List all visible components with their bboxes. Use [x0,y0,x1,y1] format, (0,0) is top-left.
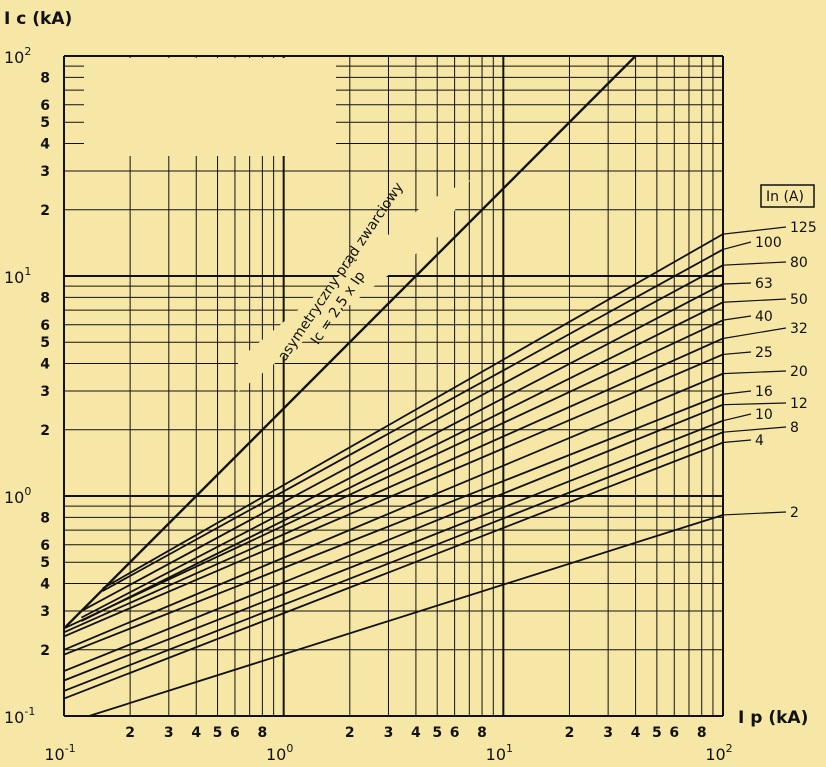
x-tick-minor: 8 [697,725,707,741]
y-tick-minor: 6 [40,98,50,114]
leader-line-125 [722,226,787,235]
annotation-background [238,180,470,392]
x-tick-minor: 6 [450,725,460,741]
series-line-50 [80,301,724,622]
x-tick-minor: 3 [603,725,613,741]
x-tick-minor: 8 [258,725,268,741]
legend-label-63: 63 [755,276,773,292]
series-line-20 [63,372,724,651]
series-line-2 [88,514,724,717]
x-tick-minor: 4 [191,725,201,741]
x-tick-minor: 6 [669,725,679,741]
series-line-4 [63,441,724,700]
leader-line-80 [722,261,787,266]
leader-line-40 [722,315,752,321]
series-line-12 [63,403,724,672]
legend-label-20: 20 [790,364,808,380]
x-tick-minor: 4 [631,725,641,741]
legend-label-16: 16 [755,384,773,400]
leader-line-8 [722,426,787,433]
leader-line-20 [722,370,787,375]
leader-line-100 [722,241,752,251]
asymmetric-line [63,55,637,630]
y-tick-minor: 4 [40,137,50,153]
x-tick-minor: 2 [345,725,355,741]
leader-line-25 [722,351,752,356]
legend-label-25: 25 [755,345,773,361]
series-line-32 [63,337,724,634]
blank-region [84,58,336,156]
x-tick-minor: 5 [213,725,223,741]
y-tick-minor: 8 [40,290,50,306]
leader-line-16 [722,390,752,395]
series-lines [63,55,787,717]
leader-line-10 [722,413,752,422]
x-tick-minor: 5 [652,725,662,741]
legend-label-12: 12 [790,396,808,412]
legend-label-100: 100 [755,235,782,251]
y-tick-minor: 6 [40,538,50,554]
x-tick-minor: 5 [432,725,442,741]
y-tick-minor: 4 [40,577,50,593]
y-tick-minor: 6 [40,318,50,334]
legend-label-125: 125 [790,220,817,236]
x-tick-minor: 6 [230,725,240,741]
leader-line-50 [722,298,787,303]
legend-label-8: 8 [790,420,799,436]
legend-label-4: 4 [755,433,764,449]
y-tick-minor: 5 [40,555,50,571]
leader-line-63 [722,282,752,285]
series-line-8 [63,431,724,692]
legend-label-10: 10 [755,407,773,423]
y-tick-minor: 2 [40,643,50,659]
leader-line-2 [722,511,787,516]
y-tick-minor: 3 [40,384,50,400]
x-tick-minor: 2 [565,725,575,741]
x-tick-minor: 4 [411,725,421,741]
series-line-80 [80,264,724,612]
series-line-40 [63,319,724,630]
y-axis-title: I c (kA) [4,9,72,29]
leader-line-12 [722,402,787,406]
x-tick-minor: 2 [125,725,135,741]
legend-label-40: 40 [755,309,773,325]
legend-title: In (A) [766,189,804,205]
leader-line-32 [722,327,787,340]
x-tick-minor: 3 [164,725,174,741]
y-tick-minor: 2 [40,203,50,219]
legend-label-32: 32 [790,321,808,337]
series-line-10 [63,419,724,682]
legend-title-box: In (A) [760,184,815,208]
leader-line-4 [722,439,752,444]
series-line-25 [63,353,724,638]
series-line-63 [80,283,724,619]
legend-label-80: 80 [790,255,808,271]
y-tick-minor: 2 [40,423,50,439]
tick-labels: 1251008063504032252016121084210-11001011… [4,45,817,764]
y-tick-minor: 5 [40,115,50,131]
y-tick-minor: 3 [40,164,50,180]
y-tick-minor: 3 [40,604,50,620]
legend-label-2: 2 [790,505,799,521]
y-tick-minor: 5 [40,335,50,351]
x-axis-title: I p (kA) [738,708,808,728]
x-tick-minor: 3 [384,725,394,741]
y-tick-minor: 4 [40,357,50,373]
series-line-16 [63,393,724,656]
legend-label-50: 50 [790,292,808,308]
series-line-125 [102,233,724,590]
series-line-100 [102,248,724,592]
y-tick-minor: 8 [40,510,50,526]
x-tick-minor: 8 [477,725,487,741]
y-tick-minor: 8 [40,70,50,86]
